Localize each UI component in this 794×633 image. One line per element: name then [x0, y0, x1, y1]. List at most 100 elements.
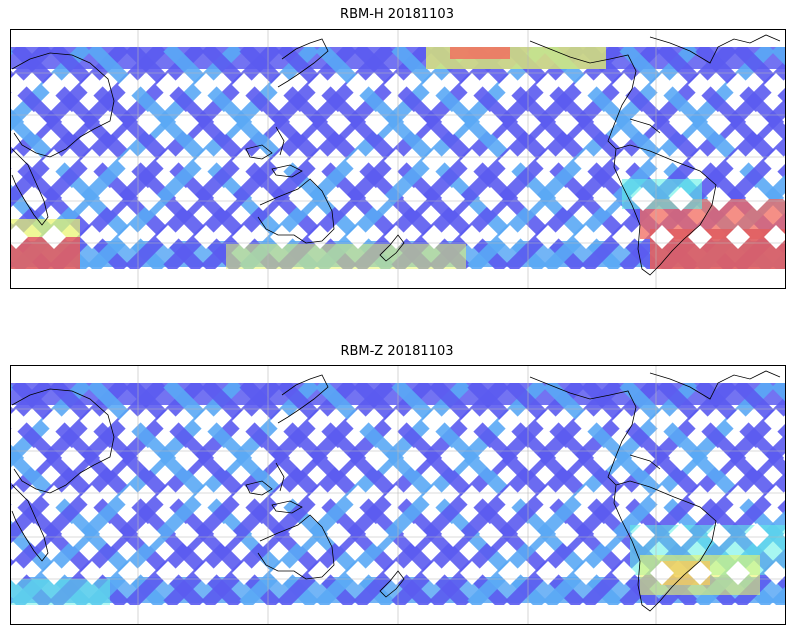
coastline-path [271, 164, 303, 178]
coastline-path [275, 126, 285, 156]
gap-diamond [365, 111, 389, 135]
gap-diamond [688, 73, 712, 97]
gap-diamond [308, 485, 332, 509]
gap-diamond [536, 485, 560, 509]
gap-diamond [593, 447, 617, 471]
gap-diamond [745, 523, 769, 547]
gap-diamond [289, 447, 313, 471]
gap-diamond [498, 149, 522, 173]
gap-diamond [251, 523, 275, 547]
gap-diamond [517, 111, 541, 135]
gap-diamond [175, 187, 199, 211]
gap-diamond [669, 523, 693, 547]
gap-diamond [612, 409, 636, 433]
gap-diamond [384, 485, 408, 509]
coastline-path [613, 480, 717, 612]
gap-diamond [270, 149, 294, 173]
gap-diamond [593, 187, 617, 211]
gap-diamond [156, 149, 180, 173]
gap-diamond [422, 409, 446, 433]
gap-diamond [726, 409, 750, 433]
gap-diamond [479, 523, 503, 547]
gap-diamond [726, 73, 750, 97]
gap-diamond [422, 485, 446, 509]
gap-diamond [80, 409, 104, 433]
map-panel-rbm-z[interactable] [10, 365, 786, 625]
gap-diamond [10, 149, 28, 173]
gap-diamond [213, 447, 237, 471]
coastline-path [245, 144, 273, 160]
gap-diamond [593, 111, 617, 135]
gap-diamond [422, 73, 446, 97]
gap-diamond [251, 187, 275, 211]
gap-diamond [232, 409, 256, 433]
gap-diamond [688, 149, 712, 173]
gap-diamond [612, 149, 636, 173]
gap-diamond [593, 523, 617, 547]
gap-diamond [460, 149, 484, 173]
gap-diamond [536, 409, 560, 433]
gap-diamond [42, 485, 66, 509]
gap-diamond [688, 409, 712, 433]
coastline-path [11, 484, 49, 562]
gap-diamond [99, 111, 123, 135]
gap-diamond [99, 447, 123, 471]
gap-diamond [118, 73, 142, 97]
gap-diamond [156, 409, 180, 433]
gap-diamond [574, 485, 598, 509]
gap-diamond [213, 111, 237, 135]
gridlines [10, 29, 786, 289]
gap-diamond [517, 187, 541, 211]
gap-diamond [517, 523, 541, 547]
gap-diamond [498, 73, 522, 97]
coastlines [11, 34, 781, 276]
gap-diamond [327, 447, 351, 471]
gap-diamond [308, 149, 332, 173]
gap-diamond [10, 485, 28, 509]
gap-diamond [574, 73, 598, 97]
gap-diamond [346, 409, 370, 433]
gap-diamond [137, 187, 161, 211]
gap-diamond [156, 73, 180, 97]
gap-diamond [745, 447, 769, 471]
gap-diamond [498, 485, 522, 509]
coastline-path [277, 374, 329, 424]
gap-diamond [764, 149, 786, 173]
gap-diamond [669, 447, 693, 471]
gap-diamond [460, 485, 484, 509]
gap-diamond [118, 485, 142, 509]
gap-diamond [137, 447, 161, 471]
gap-diamond [574, 409, 598, 433]
coastline-path [271, 500, 303, 514]
coastline-path [379, 234, 405, 262]
gap-diamond [156, 485, 180, 509]
gap-diamond [669, 111, 693, 135]
gap-diamond [384, 409, 408, 433]
gap-diamond [745, 111, 769, 135]
gap-diamond [460, 73, 484, 97]
panel-title-rbm-h: RBM-H 20181103 [340, 7, 454, 22]
gap-diamond [574, 149, 598, 173]
gap-diamond [346, 73, 370, 97]
gap-diamond [23, 523, 47, 547]
coastline-path [529, 40, 637, 150]
gap-diamond [213, 187, 237, 211]
gap-diamond [175, 523, 199, 547]
map-panel-rbm-h[interactable] [10, 29, 786, 289]
gap-diamond [232, 149, 256, 173]
gap-diamond [688, 485, 712, 509]
gap-diamond [80, 149, 104, 173]
coastline-path [529, 376, 637, 486]
coastline-path [11, 388, 115, 494]
coastline-path [11, 52, 115, 158]
gap-diamond [118, 409, 142, 433]
gap-diamond [555, 187, 579, 211]
gap-diamond [175, 447, 199, 471]
gap-diamond [42, 149, 66, 173]
gap-diamond [707, 523, 731, 547]
map-frame [10, 365, 786, 625]
gap-diamond [479, 111, 503, 135]
gap-diamond [327, 523, 351, 547]
gap-diamond [365, 187, 389, 211]
coastline-path [257, 178, 335, 244]
